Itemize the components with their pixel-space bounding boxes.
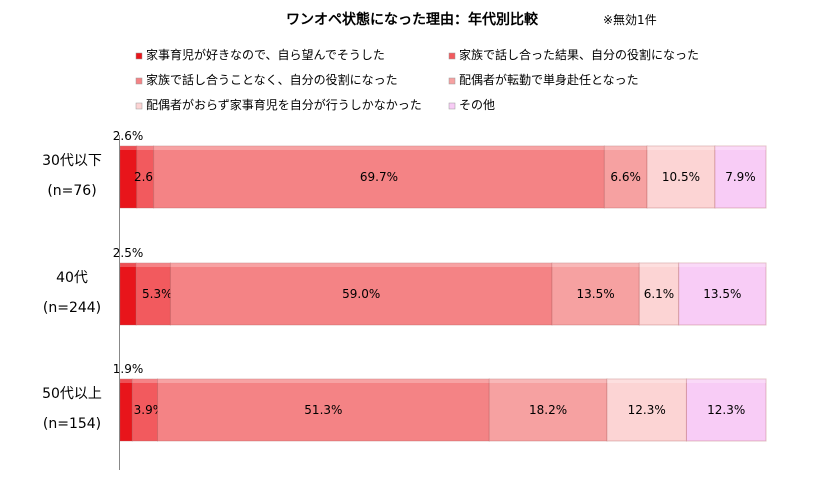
data-label: 12.3%	[707, 403, 745, 417]
bar-segment-highlight	[136, 146, 154, 150]
bar-segment-highlight	[686, 379, 766, 383]
bar-segment-highlight	[551, 263, 640, 267]
legend-label: その他	[459, 98, 495, 112]
bar-segment	[136, 145, 155, 209]
legend-label: 家事育児が好きなので、自ら望んでそうした	[146, 47, 385, 62]
plot-area: 30代以下(n=76)2.6%2.6% 69.7% 6.6% 10.5% 7.9%40代…	[42, 129, 767, 442]
bar-segment-highlight	[120, 146, 137, 150]
bar-segment-highlight	[639, 263, 679, 267]
category-label: 40代	[56, 270, 88, 286]
bar-segment	[169, 262, 553, 326]
chart-note: ※無効1件	[603, 12, 657, 27]
bar-segment	[638, 262, 680, 326]
data-label: 3.9%	[134, 403, 165, 417]
data-label: 2.5%	[113, 246, 144, 260]
chart-title: ワンオペ状態になった理由：年代別比較	[286, 11, 539, 28]
bar-segment	[131, 378, 159, 442]
legend-label: 配偶者が転勤で単身赴任となった	[459, 72, 639, 87]
bar-segment-highlight	[647, 146, 715, 150]
data-label: 13.5%	[577, 287, 615, 301]
bar-segment	[488, 378, 608, 442]
data-label: 10.5%	[662, 170, 700, 184]
data-label: 1.9%	[113, 362, 144, 376]
data-label: 69.7%	[360, 170, 398, 184]
legend-swatch	[448, 102, 456, 110]
category-label: 30代以下	[42, 153, 102, 169]
data-label: 13.5%	[703, 287, 741, 301]
data-label: 5.3%	[142, 287, 173, 301]
bar-segment-highlight	[132, 379, 158, 383]
bar-segment-highlight	[678, 263, 766, 267]
bar-segment	[603, 145, 648, 209]
bar-segment-highlight	[714, 146, 766, 150]
bar-segment	[119, 378, 133, 442]
bar-segment-highlight	[136, 263, 171, 267]
category-label: 50代以上	[42, 386, 102, 402]
data-label: 18.2%	[529, 403, 567, 417]
bar-segment	[119, 262, 137, 326]
legend-label: 家族で話し合った結果、自分の役割になった	[459, 47, 699, 62]
category-count-label: (n=76)	[47, 183, 96, 199]
bar-segment-highlight	[120, 263, 137, 267]
data-label: 59.0%	[342, 287, 380, 301]
data-label: 2.6%	[113, 129, 144, 143]
bar-segment	[135, 262, 171, 326]
bar-segment-highlight	[153, 146, 605, 150]
bar-segment	[714, 145, 767, 209]
bar-segment-highlight	[604, 146, 648, 150]
legend-swatch	[448, 77, 456, 85]
bar-segment-highlight	[120, 379, 133, 383]
bar-segment-highlight	[170, 263, 552, 267]
data-label: 6.6%	[610, 170, 641, 184]
category-count-label: (n=154)	[43, 416, 101, 432]
category-count-label: (n=244)	[43, 300, 101, 316]
data-label: 51.3%	[304, 403, 342, 417]
legend-swatch	[135, 102, 143, 110]
legend: 家事育児が好きなので、自ら望んでそうした 家族で話し合った結果、自分の役割になった…	[135, 47, 699, 112]
legend-swatch	[448, 52, 456, 60]
bar-segment	[551, 262, 640, 326]
bar-segment	[685, 378, 767, 442]
bar-segment-highlight	[606, 379, 687, 383]
bar-segment	[678, 262, 767, 326]
legend-label: 配偶者がおらず家事育児を自分が行うしかなかった	[146, 97, 422, 112]
bar-segment-highlight	[157, 379, 490, 383]
legend-label: 家族で話し合うことなく、自分の役割になった	[146, 72, 398, 87]
legend-swatch	[135, 77, 143, 85]
data-label: 6.1%	[644, 287, 675, 301]
data-label: 12.3%	[628, 403, 666, 417]
bar-segment-highlight	[489, 379, 607, 383]
bar-segment	[646, 145, 716, 209]
data-label: 7.9%	[725, 170, 756, 184]
legend-swatch	[135, 52, 143, 60]
